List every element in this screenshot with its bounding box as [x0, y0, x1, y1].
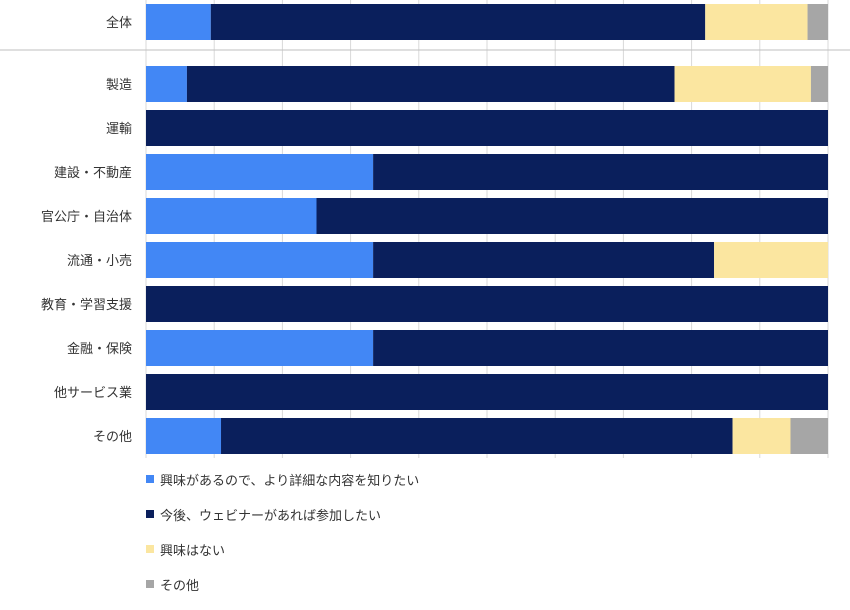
- bar-segment: [146, 242, 374, 278]
- legend-label: 興味があるので、より詳細な内容を知りたい: [160, 473, 420, 489]
- legend-item: その他: [146, 575, 419, 594]
- bar-segment: [674, 66, 811, 102]
- category-label: 教育・学習支援: [41, 297, 132, 313]
- bar-segment: [146, 330, 374, 366]
- category-label: 流通・小売: [67, 253, 132, 269]
- bar-segment: [146, 286, 828, 322]
- category-label: 製造: [106, 78, 132, 93]
- category-label: 建設・不動産: [54, 165, 132, 181]
- category-label: 官公庁・自治体: [41, 209, 132, 225]
- chart-legend: 興味があるので、より詳細な内容を知りたい 今後、ウェビナーがあれば参加したい 興味は…: [146, 470, 419, 610]
- bar-segment: [146, 4, 211, 40]
- legend-label: 興味はない: [160, 543, 226, 559]
- category-label: その他: [93, 430, 132, 445]
- bar-segment: [373, 330, 828, 366]
- legend-swatch: [146, 580, 154, 588]
- bar-segment: [210, 4, 706, 40]
- bar-segment: [186, 66, 675, 102]
- legend-swatch: [146, 510, 154, 518]
- legend-label: 今後、ウェビナーがあれば参加したい: [160, 508, 382, 524]
- category-label: 金融・保険: [67, 341, 132, 357]
- bar-segment: [810, 66, 828, 102]
- legend-swatch: [146, 545, 154, 553]
- legend-item: 興味があるので、より詳細な内容を知りたい: [146, 470, 420, 489]
- bar-segment: [146, 374, 828, 410]
- bar-segment: [705, 4, 808, 40]
- bar-segment: [146, 154, 374, 190]
- category-label: 運輸: [106, 122, 132, 137]
- bar-segment: [714, 242, 828, 278]
- bar-segment: [146, 418, 222, 454]
- category-label: 他サービス業: [54, 385, 132, 401]
- bar-segment: [146, 198, 317, 234]
- bar-segment: [732, 418, 791, 454]
- bar-segment: [373, 242, 715, 278]
- bar-segment: [373, 154, 828, 190]
- category-label: 全体: [106, 15, 132, 31]
- legend-label: その他: [160, 578, 200, 594]
- chart-plot: 全体製造運輸建設・不動産官公庁・自治体流通・小売教育・学習支援金融・保険他サービ…: [0, 0, 850, 458]
- bar-segment: [790, 418, 828, 454]
- bar-segment: [316, 198, 828, 234]
- bar-segment: [221, 418, 733, 454]
- bar-segment: [807, 4, 828, 40]
- bar-segment: [146, 66, 187, 102]
- legend-swatch: [146, 475, 154, 483]
- bar-segment: [146, 110, 828, 146]
- legend-item: 興味はない: [146, 540, 419, 559]
- legend-item: 今後、ウェビナーがあれば参加したい: [146, 505, 419, 524]
